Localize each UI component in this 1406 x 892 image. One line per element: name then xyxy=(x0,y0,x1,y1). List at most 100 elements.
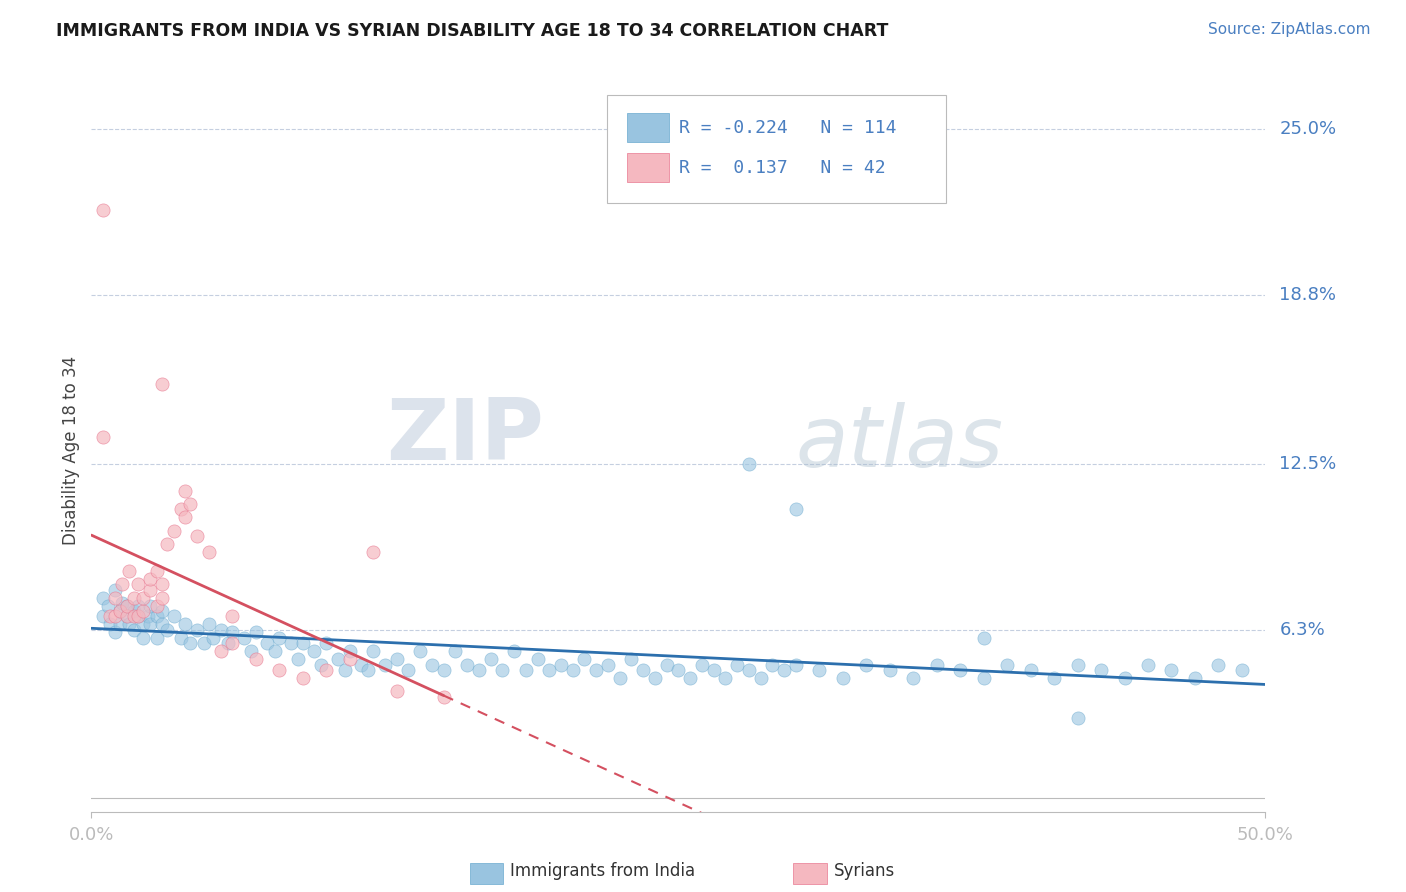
Point xyxy=(146,599,169,613)
Point xyxy=(104,609,127,624)
Point xyxy=(538,663,561,677)
Point xyxy=(855,657,877,672)
Point xyxy=(761,657,783,672)
Point xyxy=(1208,657,1230,672)
Point xyxy=(127,609,149,624)
Point xyxy=(146,564,169,578)
Point xyxy=(162,609,184,624)
Point xyxy=(115,609,138,624)
Point xyxy=(1043,671,1066,685)
Point xyxy=(409,644,432,658)
Point xyxy=(620,652,643,666)
Point xyxy=(949,663,972,677)
Point xyxy=(432,690,454,704)
Text: R =  0.137   N = 42: R = 0.137 N = 42 xyxy=(679,159,886,177)
Point xyxy=(136,609,159,624)
Point xyxy=(221,609,243,624)
Point xyxy=(526,652,548,666)
Point xyxy=(108,604,131,618)
Point xyxy=(269,663,291,677)
Point xyxy=(385,684,408,698)
Point xyxy=(1066,711,1088,725)
Point xyxy=(162,524,184,538)
Point xyxy=(396,663,419,677)
Point xyxy=(122,604,145,618)
Point xyxy=(104,625,127,640)
Point xyxy=(256,636,278,650)
Point xyxy=(350,657,373,672)
Text: ZIP: ZIP xyxy=(385,394,543,477)
Point xyxy=(609,671,631,685)
Point xyxy=(139,599,162,613)
Point xyxy=(585,663,607,677)
Point xyxy=(561,663,583,677)
Point xyxy=(209,644,232,658)
Point xyxy=(118,564,141,578)
Point xyxy=(221,636,243,650)
Text: 25.0%: 25.0% xyxy=(1279,120,1337,138)
Point xyxy=(91,591,114,605)
Point xyxy=(174,510,197,524)
Point xyxy=(420,657,443,672)
Point xyxy=(127,577,149,591)
Point xyxy=(139,582,162,597)
Point xyxy=(491,663,513,677)
Point xyxy=(879,663,901,677)
Point xyxy=(1066,657,1088,672)
Point xyxy=(773,663,796,677)
Point xyxy=(104,591,127,605)
Point xyxy=(104,582,127,597)
Text: Immigrants from India: Immigrants from India xyxy=(510,862,696,880)
Point xyxy=(596,657,619,672)
Point xyxy=(1136,657,1159,672)
Point xyxy=(174,483,197,498)
Point xyxy=(925,657,948,672)
Text: Syrians: Syrians xyxy=(834,862,896,880)
Point xyxy=(785,502,807,516)
Point xyxy=(146,609,169,624)
Point xyxy=(574,652,596,666)
Point xyxy=(197,617,219,632)
Point xyxy=(269,631,291,645)
Point xyxy=(97,599,120,613)
Point xyxy=(146,631,169,645)
Text: R = -0.224   N = 114: R = -0.224 N = 114 xyxy=(679,119,897,136)
Point xyxy=(193,636,215,650)
Point xyxy=(233,631,256,645)
Point xyxy=(263,644,285,658)
Point xyxy=(339,644,361,658)
Point xyxy=(174,617,197,632)
Point xyxy=(245,625,267,640)
Point xyxy=(155,623,177,637)
Point xyxy=(644,671,666,685)
Point xyxy=(785,657,807,672)
Point xyxy=(291,671,314,685)
Point xyxy=(118,617,141,632)
Point xyxy=(122,609,145,624)
Point xyxy=(550,657,572,672)
Point xyxy=(311,657,333,672)
Point xyxy=(111,596,134,610)
Text: 18.8%: 18.8% xyxy=(1279,286,1336,304)
Point xyxy=(115,599,138,613)
Point xyxy=(91,202,114,217)
Point xyxy=(245,652,267,666)
Point xyxy=(122,591,145,605)
Text: Source: ZipAtlas.com: Source: ZipAtlas.com xyxy=(1208,22,1371,37)
Point xyxy=(339,652,361,666)
Point xyxy=(1090,663,1112,677)
Point xyxy=(690,657,713,672)
Point xyxy=(901,671,924,685)
Point xyxy=(749,671,772,685)
Point xyxy=(361,545,384,559)
Point xyxy=(150,591,173,605)
Point xyxy=(515,663,537,677)
Point xyxy=(995,657,1018,672)
Point xyxy=(150,577,173,591)
Point xyxy=(139,617,162,632)
Text: 12.5%: 12.5% xyxy=(1279,455,1337,473)
Point xyxy=(315,663,337,677)
Point xyxy=(179,636,201,650)
Point xyxy=(197,545,219,559)
Point xyxy=(169,631,191,645)
